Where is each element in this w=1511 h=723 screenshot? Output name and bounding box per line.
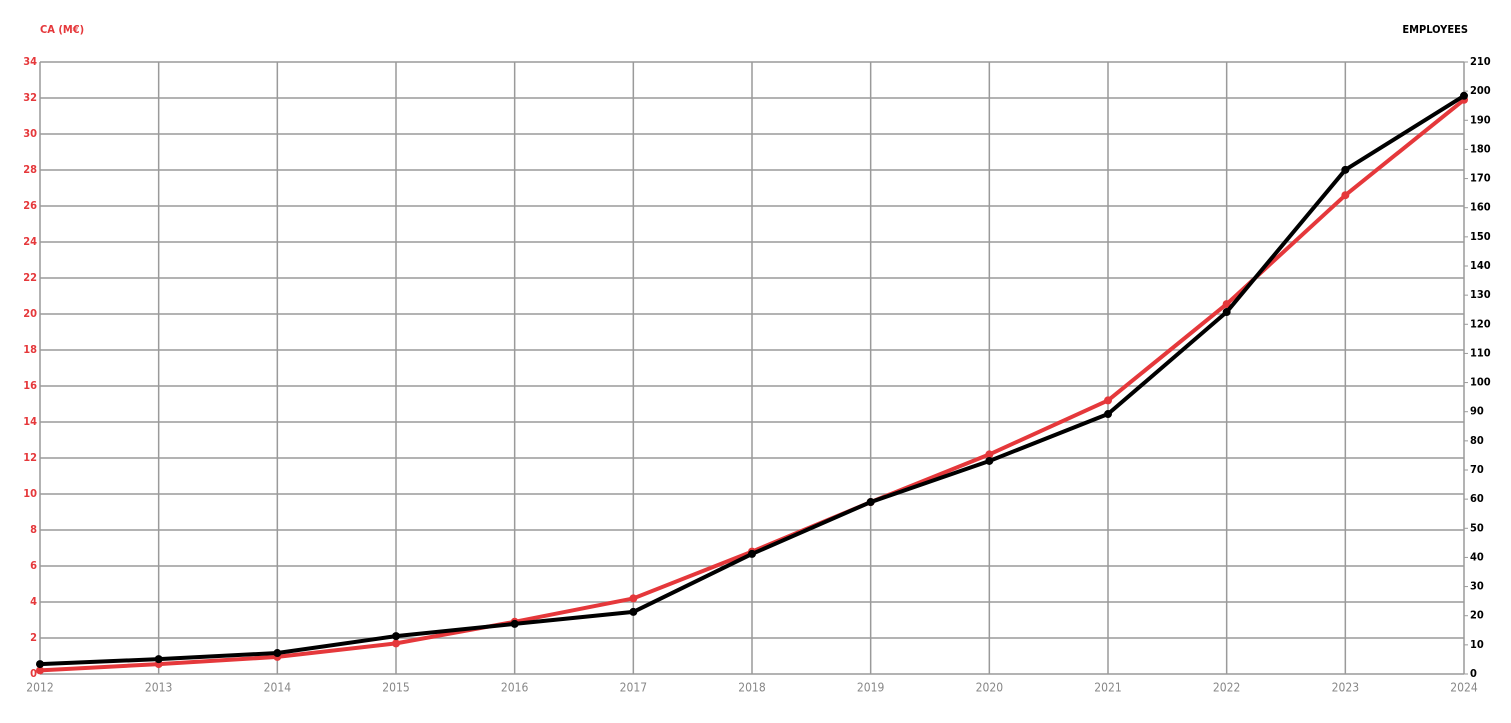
y-tick-label: 16 <box>23 379 37 392</box>
y-tick-label: 20 <box>23 307 37 320</box>
y2-tick-label: 210 <box>1470 55 1491 68</box>
point <box>985 456 994 465</box>
y-tick-label: 24 <box>23 235 37 248</box>
point <box>985 450 994 459</box>
y2-tick-label: 80 <box>1470 434 1484 447</box>
x-tick-label: 2018 <box>738 681 766 695</box>
point <box>154 655 163 664</box>
y-tick-label: 34 <box>23 55 37 68</box>
point <box>273 649 282 658</box>
point <box>392 639 400 648</box>
point <box>36 660 44 669</box>
y2-tick-label: 100 <box>1470 376 1491 389</box>
x-tick-label: 2021 <box>1094 681 1121 695</box>
y2-tick-label: 140 <box>1470 259 1491 272</box>
y-tick-label: 8 <box>30 523 37 536</box>
y-tick-label: 32 <box>23 91 37 104</box>
x-tick-label: 2012 <box>26 681 53 695</box>
y-tick-label: 4 <box>30 595 37 608</box>
y2-tick-label: 10 <box>1470 638 1484 651</box>
x-tick-label: 2023 <box>1332 681 1359 695</box>
y2-tick-label: 170 <box>1470 172 1491 185</box>
point <box>866 498 875 507</box>
point <box>1104 396 1112 405</box>
y-tick-label: 28 <box>23 163 37 176</box>
x-tick-label: 2014 <box>264 681 292 695</box>
y-tick-label: 26 <box>23 199 37 212</box>
x-tick-label: 2020 <box>976 681 1004 695</box>
point <box>1341 165 1350 174</box>
y2-tick-label: 90 <box>1470 405 1484 418</box>
y2-tick-label: 50 <box>1470 521 1484 534</box>
y2-tick-label: 110 <box>1470 346 1491 359</box>
point <box>629 594 638 603</box>
y2-tick-label: 70 <box>1470 463 1484 476</box>
y-tick-label: 14 <box>23 415 37 428</box>
point <box>392 632 400 641</box>
x-tick-label: 2016 <box>501 681 529 695</box>
y-tick-label: 6 <box>30 559 37 572</box>
y2-tick-label: 190 <box>1470 113 1491 126</box>
x-tick-label: 2015 <box>382 681 409 695</box>
y-tick-label: 22 <box>23 271 37 284</box>
y-tick-label: 30 <box>23 127 37 140</box>
y-axis-title: CA (M€) <box>40 23 84 36</box>
point <box>629 607 638 616</box>
point <box>1222 308 1231 317</box>
y2-tick-label: 160 <box>1470 201 1491 214</box>
y2-tick-label: 30 <box>1470 580 1484 593</box>
y2-tick-label: 20 <box>1470 609 1484 622</box>
y-tick-label: 18 <box>23 343 37 356</box>
point <box>748 549 756 558</box>
point <box>1341 191 1350 200</box>
y2-tick-label: 40 <box>1470 550 1484 563</box>
y-tick-label: 12 <box>23 451 37 464</box>
x-tick-label: 2013 <box>145 681 172 695</box>
y2-axis-title: EMPLOYEES <box>1402 23 1468 36</box>
y2-tick-label: 150 <box>1470 230 1491 243</box>
x-tick-label: 2022 <box>1213 681 1240 695</box>
y2-tick-label: 60 <box>1470 492 1484 505</box>
point <box>1104 410 1112 419</box>
y2-tick-label: 120 <box>1470 317 1491 330</box>
point <box>510 619 519 628</box>
y2-tick-label: 180 <box>1470 142 1491 155</box>
y-tick-label: 2 <box>30 631 37 644</box>
x-tick-label: 2019 <box>857 681 885 695</box>
y2-tick-label: 0 <box>1470 667 1477 680</box>
y2-tick-label: 200 <box>1470 84 1491 97</box>
y-tick-label: 0 <box>30 667 37 680</box>
point <box>36 666 44 675</box>
y-tick-label: 10 <box>23 487 37 500</box>
x-tick-label: 2017 <box>620 681 647 695</box>
point <box>1460 91 1468 100</box>
x-tick-label: 2024 <box>1450 681 1478 695</box>
point <box>1222 300 1231 309</box>
y2-tick-label: 130 <box>1470 288 1491 301</box>
